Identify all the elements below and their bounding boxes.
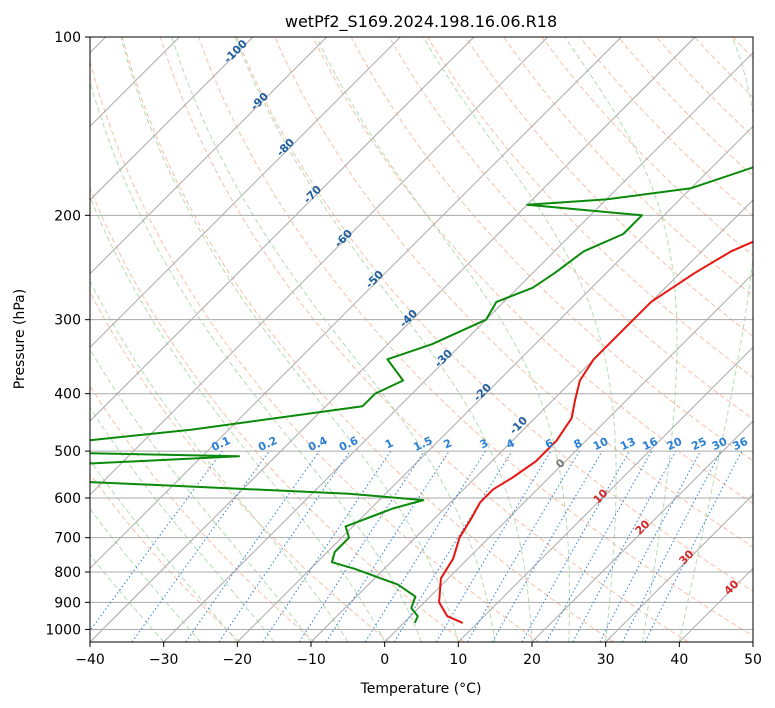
dry-adiabat-line <box>90 472 241 642</box>
mixing-ratio-label: 16 <box>640 435 660 453</box>
mixing-ratio-line <box>131 450 270 642</box>
moist-adiabat-line <box>90 406 275 642</box>
mixing-ratio-label: 36 <box>731 435 751 453</box>
isotherm-line <box>384 272 753 642</box>
y-tick-label: 800 <box>54 565 81 581</box>
isotherm-line <box>90 37 696 642</box>
grid-layer <box>90 37 753 642</box>
moist-adiabat-line <box>90 195 386 642</box>
moist-adiabat-line <box>422 37 617 642</box>
y-tick-label: 600 <box>54 491 81 507</box>
dry-adiabat-line <box>198 37 753 637</box>
x-tick-label: −30 <box>149 652 179 668</box>
x-axis-label: Temperature (°C) <box>360 681 482 697</box>
y-tick-label: 1000 <box>45 622 81 638</box>
dry-adiabat-line <box>90 59 540 642</box>
isotherm-line <box>90 37 549 496</box>
x-tick-label: 10 <box>449 652 467 668</box>
mixing-ratio-label: 10 <box>591 435 611 453</box>
x-tick-label: −10 <box>296 652 326 668</box>
isotherm-line <box>163 51 753 642</box>
mixing-ratio-label: 30 <box>710 435 730 453</box>
moist-adiabat-line <box>564 37 678 642</box>
x-tick-label: −40 <box>75 652 105 668</box>
y-tick-label: 700 <box>54 531 81 547</box>
moist-adiabat-line <box>171 37 496 642</box>
mixing-ratio-line <box>393 450 513 642</box>
mixing-ratio-label: 25 <box>689 435 708 453</box>
y-tick-label: 200 <box>54 208 81 224</box>
dry-adiabat-line <box>121 37 614 642</box>
dry-adiabat-line <box>90 186 465 642</box>
y-tick-label: 100 <box>54 30 81 46</box>
y-axis-label: Pressure (hPa) <box>12 289 28 389</box>
isotherm-line <box>90 37 328 275</box>
isotherm-line <box>90 37 622 570</box>
mixing-ratio-label: 13 <box>618 435 637 453</box>
isotherm-line <box>236 125 753 642</box>
mixing-ratio-line <box>218 450 351 642</box>
y-tick-label: 400 <box>54 387 81 403</box>
dry-adiabat-line <box>90 384 316 642</box>
mixing-ratio-line <box>644 450 743 642</box>
dry-adiabat-line <box>236 37 753 592</box>
dry-adiabat-line <box>503 37 753 297</box>
mixing-ratio-label: 20 <box>665 435 685 453</box>
dry-adiabat-line <box>159 37 689 642</box>
x-tick-label: 0 <box>380 652 389 668</box>
mixing-ratio-line <box>572 450 677 642</box>
isotherm-line <box>457 346 753 642</box>
isotherm-line <box>605 493 753 642</box>
y-tick-label: 300 <box>54 313 81 329</box>
series-layer <box>90 166 753 624</box>
x-tick-label: 20 <box>523 652 541 668</box>
chart-title: wetPf2_S169.2024.198.16.06.R18 <box>285 12 557 32</box>
isotherm-line <box>531 420 753 642</box>
y-tick-label: 900 <box>54 595 81 611</box>
isotherm-line <box>90 37 254 201</box>
x-tick-label: 50 <box>744 652 762 668</box>
plot-frame <box>89 36 754 643</box>
x-tick-label: 40 <box>670 652 688 668</box>
dry-adiabat-line <box>90 291 390 642</box>
moist-adiabat-line <box>90 459 238 642</box>
moist-adiabat-line <box>678 37 753 642</box>
mixing-ratio-line <box>90 450 223 632</box>
mixing-ratio-line <box>325 450 450 642</box>
mixing-ratio-line <box>298 450 425 642</box>
moist-adiabat-line <box>120 37 459 642</box>
temperature-profile-line <box>438 240 753 624</box>
isotherm-line <box>90 37 475 422</box>
ticks-layer: −40 −30 −20 −10 0 10 20 30 40 50 100 200 300 400 500 60… <box>45 30 762 668</box>
mixing-ratio-line <box>545 450 653 642</box>
mixing-ratio-line <box>185 450 320 642</box>
mixing-ratio-line <box>521 450 630 642</box>
x-tick-label: 30 <box>597 652 615 668</box>
dry-adiabat-line <box>426 37 753 379</box>
moist-adiabat-line <box>316 37 571 642</box>
x-tick-label: −20 <box>223 652 253 668</box>
dry-adiabat-line <box>350 37 753 462</box>
y-tick-label: 500 <box>54 444 81 460</box>
dewpoint-profile-line <box>90 166 753 624</box>
isotherm-line <box>90 37 401 349</box>
